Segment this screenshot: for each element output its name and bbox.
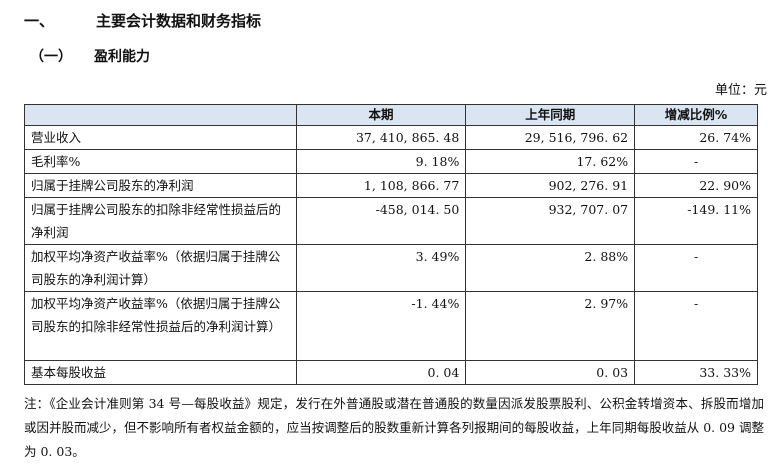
change-value: 33. 33% bbox=[634, 360, 758, 385]
current-value: 37, 410, 865. 48 bbox=[295, 125, 467, 150]
row-label: 归属于挂牌公司股东的净利润 bbox=[24, 173, 297, 198]
prior-value: 2. 88% bbox=[465, 244, 636, 292]
subsection-number: （一） bbox=[30, 49, 72, 65]
row-label: 归属于挂牌公司股东的扣除非经常性损益后的净利润 bbox=[24, 197, 297, 245]
row-label: 毛利率% bbox=[24, 149, 297, 174]
prior-value: 932, 707. 07 bbox=[465, 197, 636, 245]
financial-indicators-table: 本期 上年同期 增减比例% 营业收入 37, 410, 865. 48 29, … bbox=[24, 104, 758, 385]
row-label: 营业收入 bbox=[24, 125, 297, 150]
table-row: 毛利率% 9. 18% 17. 62% - bbox=[24, 149, 758, 174]
prior-value: 902, 276. 91 bbox=[465, 173, 636, 198]
header-prior-period: 上年同期 bbox=[465, 104, 636, 126]
current-value: -1. 44% bbox=[295, 291, 467, 361]
header-blank bbox=[24, 104, 297, 126]
section-number: 一、 bbox=[24, 12, 55, 30]
header-current-period: 本期 bbox=[295, 104, 467, 126]
current-value: 3. 49% bbox=[295, 244, 467, 292]
table-header-row: 本期 上年同期 增减比例% bbox=[24, 104, 758, 126]
table-row: 加权平均净资产收益率%（依据归属于挂牌公司股东的扣除非经常性损益后的净利润计算）… bbox=[24, 291, 758, 361]
current-value: -458, 014. 50 bbox=[295, 197, 467, 245]
change-value: - bbox=[634, 291, 758, 361]
row-label: 加权平均净资产收益率%（依据归属于挂牌公司股东的扣除非经常性损益后的净利润计算） bbox=[24, 291, 297, 361]
subsection-title: 盈利能力 bbox=[94, 49, 150, 65]
footnote: 注：《企业会计准则第 34 号—每股收益》规定，发行在外普通股或潜在普通股的数量… bbox=[24, 396, 764, 459]
change-value: 22. 90% bbox=[634, 173, 758, 198]
table-row: 营业收入 37, 410, 865. 48 29, 516, 796. 62 2… bbox=[24, 125, 758, 150]
prior-value: 29, 516, 796. 62 bbox=[465, 125, 636, 150]
change-value: - bbox=[634, 149, 758, 174]
prior-value: 0. 03 bbox=[465, 360, 636, 385]
table-row: 归属于挂牌公司股东的净利润 1, 108, 866. 77 902, 276. … bbox=[24, 173, 758, 198]
table-row: 归属于挂牌公司股东的扣除非经常性损益后的净利润 -458, 014. 50 93… bbox=[24, 197, 758, 245]
row-label: 基本每股收益 bbox=[24, 360, 297, 385]
section-title: 主要会计数据和财务指标 bbox=[96, 12, 262, 30]
current-value: 1, 108, 866. 77 bbox=[295, 173, 467, 198]
prior-value: 17. 62% bbox=[465, 149, 636, 174]
header-change-ratio: 增减比例% bbox=[634, 104, 758, 126]
row-label: 加权平均净资产收益率%（依据归属于挂牌公司股东的净利润计算） bbox=[24, 244, 297, 292]
unit-label: 单位：元 bbox=[714, 83, 767, 98]
current-value: 9. 18% bbox=[295, 149, 467, 174]
change-value: 26. 74% bbox=[634, 125, 758, 150]
change-value: -149. 11% bbox=[634, 197, 758, 245]
table-row: 基本每股收益 0. 04 0. 03 33. 33% bbox=[24, 360, 758, 385]
current-value: 0. 04 bbox=[295, 360, 467, 385]
prior-value: 2. 97% bbox=[465, 291, 636, 361]
change-value: - bbox=[634, 244, 758, 292]
section-heading: 一、 主要会计数据和财务指标 bbox=[24, 10, 261, 31]
subsection-heading: （一） 盈利能力 bbox=[30, 46, 150, 66]
table-row: 加权平均净资产收益率%（依据归属于挂牌公司股东的净利润计算） 3. 49% 2.… bbox=[24, 244, 758, 292]
